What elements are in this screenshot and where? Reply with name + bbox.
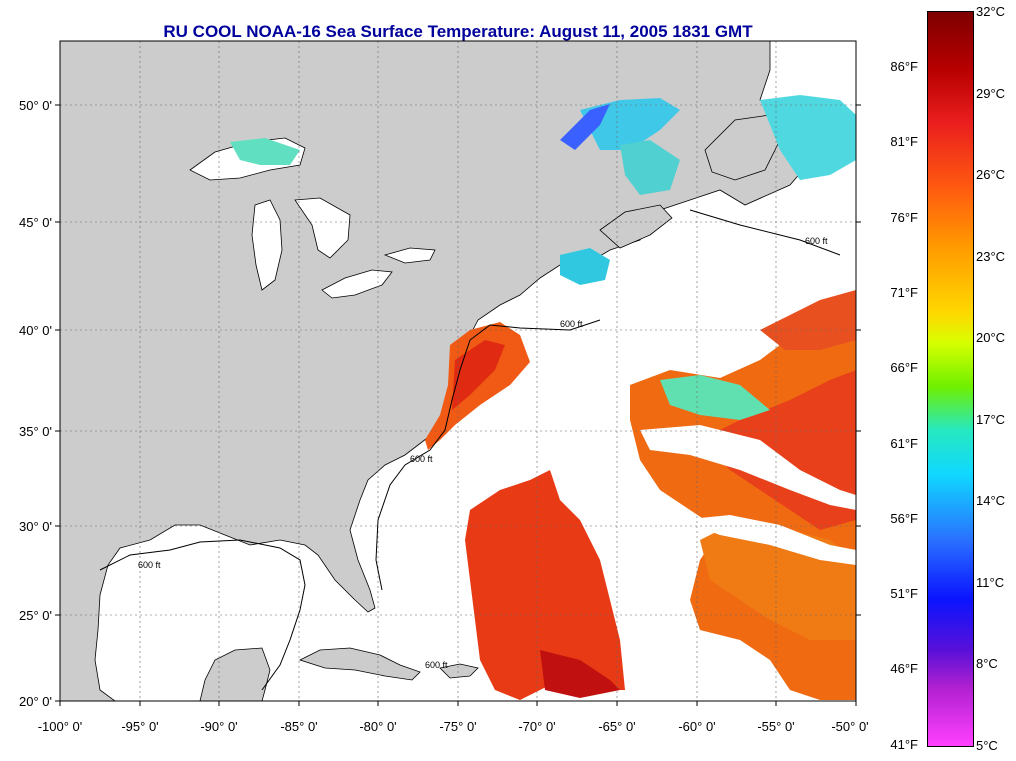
lat-label-30: 30° 0' <box>19 519 52 534</box>
lake-michigan <box>251 199 283 291</box>
isobath-label: 600 ft <box>805 236 828 246</box>
celsius-label: 5°C <box>976 738 998 753</box>
lat-label-40: 40° 0' <box>19 323 52 338</box>
lake-huron <box>294 197 351 259</box>
lon-label-50: -50° 0' <box>831 719 868 734</box>
celsius-label: 26°C <box>976 167 1006 182</box>
land-north-america <box>60 41 821 701</box>
isobath-label: 600 ft <box>138 560 161 570</box>
fahrenheit-label: 81°F <box>890 134 918 149</box>
celsius-label: 29°C <box>976 86 1006 101</box>
land-newfoundland <box>704 114 781 181</box>
map-title: RU COOL NOAA-16 Sea Surface Temperature:… <box>163 22 753 41</box>
lon-label-100: -100° 0' <box>38 719 83 734</box>
land-yucatan <box>199 647 271 701</box>
lon-label-55: -55° 0' <box>757 719 794 734</box>
fahrenheit-label: 51°F <box>890 586 918 601</box>
fahrenheit-label: 71°F <box>890 285 918 300</box>
fahrenheit-label: 66°F <box>890 360 918 375</box>
celsius-label: 8°C <box>976 656 998 671</box>
lon-label-80: -80° 0' <box>359 719 396 734</box>
isobath-label: 600 ft <box>410 454 433 464</box>
lat-label-45: 45° 0' <box>19 215 52 230</box>
grid-lines <box>60 41 856 701</box>
lon-label-90: -90° 0' <box>200 719 237 734</box>
isobath-600ft <box>99 209 841 691</box>
fahrenheit-label: 41°F <box>890 737 918 752</box>
isobath-label: 600 ft <box>560 319 583 329</box>
lat-label-35: 35° 0' <box>19 424 52 439</box>
lake-erie <box>321 269 393 299</box>
lon-label-60: -60° 0' <box>678 719 715 734</box>
celsius-label: 14°C <box>976 493 1006 508</box>
temperature-colorbar <box>927 11 974 747</box>
fahrenheit-label: 86°F <box>890 59 918 74</box>
lat-label-50: 50° 0' <box>19 98 52 113</box>
celsius-label: 20°C <box>976 330 1006 345</box>
lon-label-85: -85° 0' <box>280 719 317 734</box>
land-nova-scotia <box>599 204 673 249</box>
celsius-label: 23°C <box>976 249 1006 264</box>
isobath-label: 600 ft <box>425 660 448 670</box>
lon-label-65: -65° 0' <box>598 719 635 734</box>
lat-label-25: 25° 0' <box>19 608 52 623</box>
lat-label-20: 20° 0' <box>19 694 52 709</box>
celsius-label: 32°C <box>976 4 1006 19</box>
celsius-label: 11°C <box>976 575 1005 590</box>
axis-ticks <box>55 104 861 706</box>
lon-label-75: -75° 0' <box>439 719 476 734</box>
fahrenheit-label: 61°F <box>890 436 918 451</box>
land-cuba <box>298 647 421 681</box>
fahrenheit-label: 46°F <box>890 661 918 676</box>
lon-label-95: -95° 0' <box>121 719 158 734</box>
fahrenheit-label: 56°F <box>890 511 918 526</box>
celsius-label: 17°C <box>976 412 1006 427</box>
lake-ontario <box>383 247 436 264</box>
fahrenheit-label: 76°F <box>890 210 918 225</box>
lon-label-70: -70° 0' <box>518 719 555 734</box>
land-hispaniola <box>439 663 479 679</box>
sst-data <box>230 95 856 700</box>
